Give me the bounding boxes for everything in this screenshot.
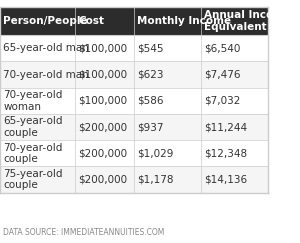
Text: $623: $623 (137, 69, 164, 80)
Text: Cost: Cost (78, 16, 104, 26)
Text: $586: $586 (137, 96, 164, 106)
Text: $1,178: $1,178 (137, 174, 174, 185)
Text: $12,348: $12,348 (204, 148, 248, 158)
Text: $545: $545 (137, 43, 164, 53)
Text: $11,244: $11,244 (204, 122, 248, 132)
FancyBboxPatch shape (0, 88, 75, 114)
FancyBboxPatch shape (0, 61, 75, 88)
Text: $937: $937 (137, 122, 164, 132)
FancyBboxPatch shape (201, 35, 268, 61)
Text: $7,032: $7,032 (204, 96, 241, 106)
FancyBboxPatch shape (134, 140, 201, 166)
Text: 70-year-old man: 70-year-old man (3, 69, 89, 80)
Text: $100,000: $100,000 (78, 96, 128, 106)
Text: 70-year-old
woman: 70-year-old woman (3, 90, 63, 112)
FancyBboxPatch shape (201, 166, 268, 193)
Text: $200,000: $200,000 (78, 148, 128, 158)
Text: Monthly Income: Monthly Income (137, 16, 231, 26)
FancyBboxPatch shape (0, 35, 75, 61)
FancyBboxPatch shape (75, 114, 134, 140)
Text: $100,000: $100,000 (78, 43, 128, 53)
FancyBboxPatch shape (75, 166, 134, 193)
Text: 70-year-old
couple: 70-year-old couple (3, 143, 63, 164)
Text: $200,000: $200,000 (78, 174, 128, 185)
FancyBboxPatch shape (75, 35, 134, 61)
Text: $200,000: $200,000 (78, 122, 128, 132)
FancyBboxPatch shape (201, 7, 268, 35)
Text: Person/People: Person/People (3, 16, 88, 26)
FancyBboxPatch shape (201, 114, 268, 140)
FancyBboxPatch shape (134, 7, 201, 35)
Text: Annual Income
Equivalent: Annual Income Equivalent (204, 10, 292, 32)
Text: $6,540: $6,540 (204, 43, 241, 53)
Text: DATA SOURCE: IMMEDIATEANNUITIES.COM: DATA SOURCE: IMMEDIATEANNUITIES.COM (3, 228, 164, 237)
FancyBboxPatch shape (201, 140, 268, 166)
Text: 65-year-old
couple: 65-year-old couple (3, 116, 63, 138)
FancyBboxPatch shape (0, 140, 75, 166)
FancyBboxPatch shape (134, 114, 201, 140)
FancyBboxPatch shape (134, 35, 201, 61)
FancyBboxPatch shape (201, 88, 268, 114)
Text: $7,476: $7,476 (204, 69, 241, 80)
FancyBboxPatch shape (0, 114, 75, 140)
FancyBboxPatch shape (75, 7, 134, 35)
FancyBboxPatch shape (134, 88, 201, 114)
Text: $100,000: $100,000 (78, 69, 128, 80)
FancyBboxPatch shape (201, 61, 268, 88)
FancyBboxPatch shape (134, 166, 201, 193)
Text: $14,136: $14,136 (204, 174, 248, 185)
FancyBboxPatch shape (0, 166, 75, 193)
FancyBboxPatch shape (75, 88, 134, 114)
FancyBboxPatch shape (134, 61, 201, 88)
Text: 75-year-old
couple: 75-year-old couple (3, 169, 63, 190)
FancyBboxPatch shape (75, 140, 134, 166)
FancyBboxPatch shape (75, 61, 134, 88)
Text: 65-year-old man: 65-year-old man (3, 43, 89, 53)
Text: $1,029: $1,029 (137, 148, 174, 158)
FancyBboxPatch shape (0, 7, 75, 35)
